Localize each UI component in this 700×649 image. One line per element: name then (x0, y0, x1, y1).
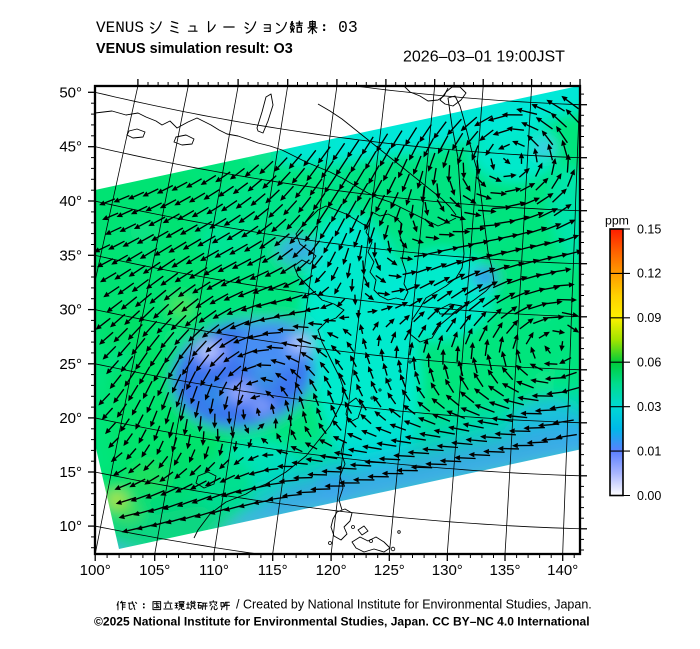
svg-text:2026–03–01 19:00JST: 2026–03–01 19:00JST (403, 49, 565, 66)
svg-text:03: 03 (338, 18, 358, 37)
svg-text:0.03: 0.03 (637, 400, 661, 414)
svg-text:ppm: ppm (605, 214, 629, 228)
svg-text:0.00: 0.00 (637, 489, 661, 503)
svg-text:©2025 National Institute for E: ©2025 National Institute for Environment… (94, 615, 590, 629)
svg-text:25°: 25° (59, 356, 82, 373)
svg-text:35°: 35° (59, 247, 82, 264)
svg-text:115°: 115° (258, 562, 288, 579)
svg-text:VENUS simulation result: O3: VENUS simulation result: O3 (96, 41, 293, 57)
svg-text:15°: 15° (59, 464, 82, 481)
svg-text:40°: 40° (59, 193, 82, 210)
svg-text:10°: 10° (59, 518, 82, 535)
svg-text:/ Created by National Institut: / Created by National Institute for Envi… (236, 598, 592, 612)
svg-text:50°: 50° (59, 84, 82, 101)
svg-text:0.12: 0.12 (637, 267, 661, 281)
svg-text:120°: 120° (316, 562, 347, 579)
svg-text:20°: 20° (59, 410, 82, 427)
svg-text:0.09: 0.09 (637, 311, 661, 325)
svg-text:30°: 30° (59, 302, 82, 319)
svg-text:140°: 140° (547, 562, 578, 579)
svg-text:100°: 100° (80, 562, 111, 579)
svg-text:105°: 105° (139, 562, 170, 579)
svg-text:125°: 125° (374, 562, 405, 579)
svg-text:0.01: 0.01 (637, 444, 661, 458)
svg-text:130°: 130° (432, 562, 463, 579)
svg-text:0.15: 0.15 (637, 222, 661, 236)
svg-text:VENUS: VENUS (96, 19, 144, 37)
svg-text:0.06: 0.06 (637, 356, 661, 370)
svg-text:110°: 110° (199, 562, 229, 579)
svg-text:135°: 135° (489, 562, 520, 579)
svg-text:45°: 45° (59, 139, 82, 156)
